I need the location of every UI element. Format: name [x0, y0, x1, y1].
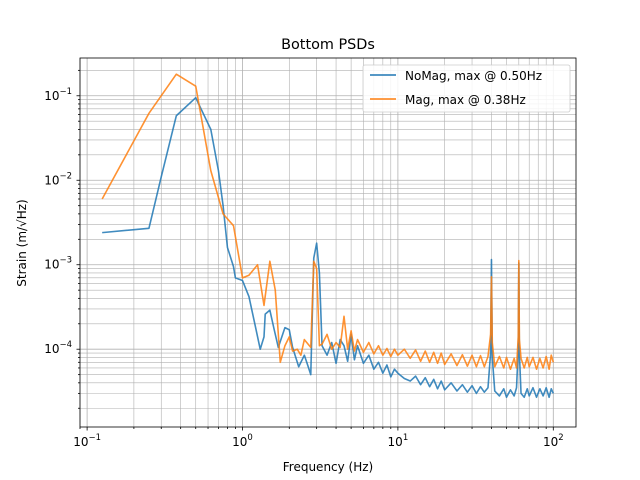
y-axis-label: Strain (m/√Hz) [15, 199, 29, 286]
chart-title: Bottom PSDs [281, 37, 375, 53]
x-tick-label: 101 [388, 433, 409, 449]
axis-ticks: 10−1 100 101 102 10−4 10−3 10−2 10−1 [44, 69, 564, 449]
y-tick-label: 10−3 [44, 256, 72, 272]
x-tick-label: 10−1 [73, 433, 101, 449]
y-tick-label: 10−1 [44, 87, 72, 103]
x-tick-label: 102 [543, 433, 564, 449]
x-axis-label: Frequency (Hz) [283, 460, 374, 474]
legend-box [362, 64, 571, 113]
legend-label-nomag: NoMag, max @ 0.50Hz [405, 69, 542, 83]
x-tick-label: 100 [232, 433, 253, 449]
legend-label-mag: Mag, max @ 0.38Hz [405, 93, 526, 107]
series-line-mag [101, 73, 555, 370]
y-tick-label: 10−2 [44, 171, 72, 187]
axes-frame [79, 57, 577, 428]
legend: NoMag, max @ 0.50Hz Mag, max @ 0.38Hz [362, 64, 571, 113]
series-lines [101, 73, 555, 399]
plot-area: 10−1 100 101 102 10−4 10−3 10−2 10−1 [44, 57, 577, 449]
y-tick-label: 10−4 [44, 340, 72, 356]
series-line-nomag [102, 96, 555, 399]
